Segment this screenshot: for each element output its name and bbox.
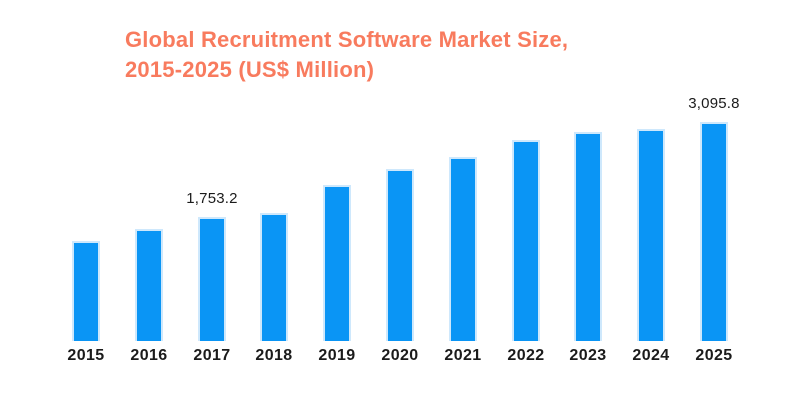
bar-2018	[260, 213, 288, 341]
bar-2017	[198, 217, 226, 341]
value-label-2017: 1,753.2	[186, 190, 238, 207]
bar-2019	[323, 185, 351, 341]
bar-2024	[637, 129, 665, 341]
x-axis-label-2020: 2020	[381, 347, 419, 364]
x-axis-label-2016: 2016	[130, 347, 168, 364]
chart-title-line-2: 2015-2025 (US$ Million)	[125, 57, 375, 82]
value-label-2025: 3,095.8	[688, 95, 740, 112]
bar-2023	[574, 132, 602, 341]
bar-2016	[135, 229, 163, 341]
x-axis-label-2023: 2023	[569, 347, 607, 364]
bar-2021	[449, 157, 477, 341]
bar-2022	[512, 140, 540, 341]
x-axis-label-2019: 2019	[318, 347, 356, 364]
bar-2025	[700, 122, 728, 341]
x-axis-label-2021: 2021	[444, 347, 482, 364]
x-axis-label-2017: 2017	[193, 347, 231, 364]
bar-2015	[72, 241, 100, 341]
chart-title: Global Recruitment Software Market Size,…	[125, 25, 568, 85]
x-axis-label-2024: 2024	[632, 347, 670, 364]
x-axis-label-2022: 2022	[507, 347, 545, 364]
bar-2020	[386, 169, 414, 341]
x-axis-label-2015: 2015	[67, 347, 105, 364]
chart-title-line-1: Global Recruitment Software Market Size,	[125, 27, 569, 52]
x-axis-label-2018: 2018	[255, 347, 293, 364]
x-axis-label-2025: 2025	[695, 347, 733, 364]
